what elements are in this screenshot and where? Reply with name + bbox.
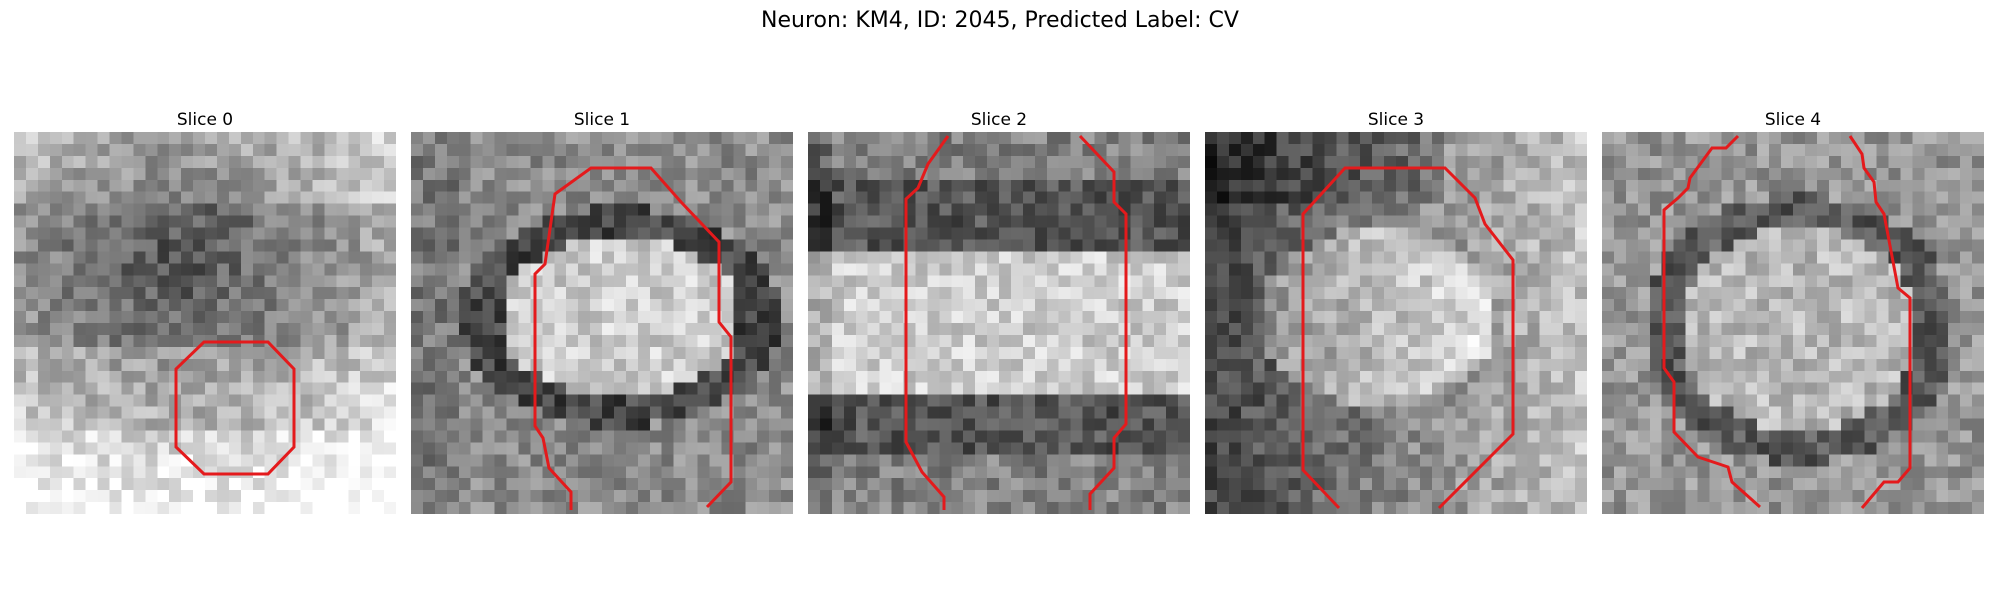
slice-image-0 <box>14 132 396 514</box>
segmentation-contour-right <box>1848 135 1912 509</box>
slice-grayscale-canvas-3 <box>1205 132 1587 514</box>
slice-panel-2: Slice 2 <box>808 108 1190 514</box>
segmentation-contour-right <box>1078 134 1128 510</box>
slice-title-0: Slice 0 <box>176 110 234 130</box>
segmentation-contour <box>1301 166 1515 510</box>
slice-title-4: Slice 4 <box>1764 110 1822 130</box>
slice-grayscale-canvas-4 <box>1602 132 1984 514</box>
contour-overlay-1 <box>533 166 733 510</box>
contour-overlay-2 <box>904 134 1128 510</box>
slice-title-1: Slice 1 <box>573 110 631 130</box>
contour-overlay-4 <box>1662 134 1912 509</box>
slice-panel-0: Slice 0 <box>14 108 396 514</box>
contour-overlay-3 <box>1301 166 1515 510</box>
slice-panel-1: Slice 1 <box>411 108 793 514</box>
segmentation-contour <box>174 340 296 476</box>
figure-title: Neuron: KM4, ID: 2045, Predicted Label: … <box>761 8 1239 33</box>
contour-overlay-0 <box>174 340 296 476</box>
segmentation-contour <box>533 166 733 510</box>
slice-image-1 <box>411 132 793 514</box>
segmentation-contour-left <box>1662 134 1761 509</box>
slice-grayscale-canvas-0 <box>14 132 396 514</box>
slice-panel-4: Slice 4 <box>1602 108 1984 514</box>
slice-image-4 <box>1602 132 1984 514</box>
slice-image-2 <box>808 132 1190 514</box>
slice-title-3: Slice 3 <box>1367 110 1425 130</box>
slice-title-2: Slice 2 <box>970 110 1028 130</box>
slice-image-3 <box>1205 132 1587 514</box>
slice-grayscale-canvas-1 <box>411 132 793 514</box>
slice-panel-3: Slice 3 <box>1205 108 1587 514</box>
segmentation-contour-left <box>904 135 950 510</box>
